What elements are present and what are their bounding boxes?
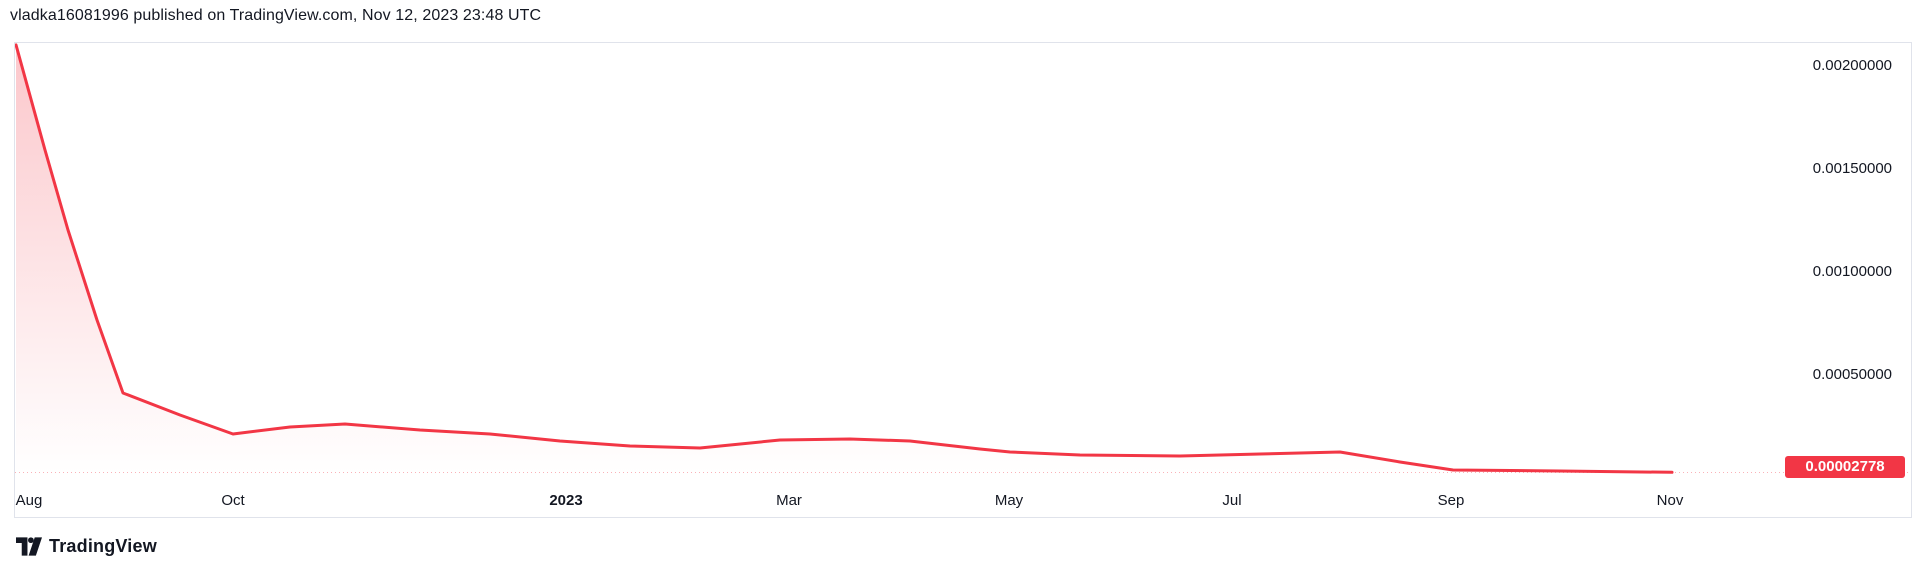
price-axis-label: 0.00150000 [1812,160,1892,177]
price-axis-label: 0.00100000 [1812,263,1892,280]
time-axis-label: Nov [1656,492,1684,509]
attribution-text: vladka16081996 published on TradingView.… [10,7,542,24]
area-fill [16,44,1672,473]
tradingview-logo[interactable]: TradingView [16,534,157,558]
last-price-badge: 0.00002778 [1785,456,1905,478]
last-price-value: 0.00002778 [1805,458,1885,475]
time-axis-label: Jul [1222,492,1242,509]
plot-bottom-edge [15,472,1911,473]
time-axis-label: Aug [15,492,43,509]
time-axis-label: May [994,492,1024,509]
time-axis-label: 2023 [549,492,583,509]
price-line [15,43,1674,474]
time-axis-label: Mar [776,492,802,509]
chart-panel: Aug Oct 2023 Mar May Jul Sep Nov 0.00200000 0.00… [14,42,1912,518]
price-axis-label: 0.00200000 [1812,57,1892,74]
tradingview-logo-icon [16,536,42,556]
tradingview-logo-text: TradingView [49,535,157,556]
time-axis-label: Oct [221,492,245,509]
price-axis-label: 0.00050000 [1812,366,1892,383]
price-area-chart [15,43,1674,474]
time-axis-label: Sep [1437,492,1465,509]
